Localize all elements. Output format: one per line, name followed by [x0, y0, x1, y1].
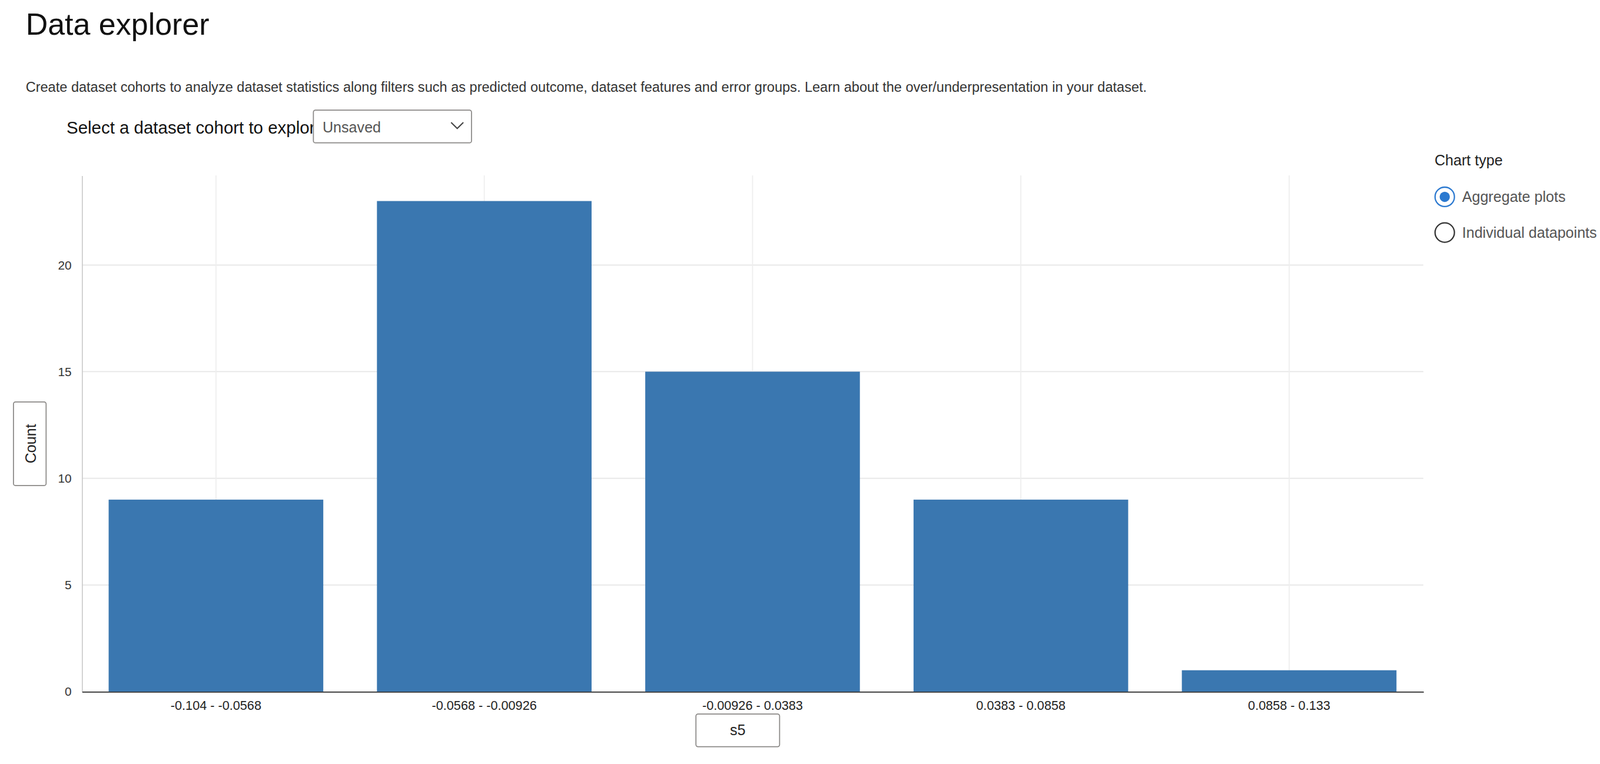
dropdown-chevron[interactable]	[450, 122, 464, 129]
x-tick: -0.00926 - 0.0383	[702, 691, 803, 713]
x-tick-label: 0.0383 - 0.0858	[976, 698, 1066, 713]
x-tick: 0.0858 - 0.133	[1247, 691, 1331, 713]
y-axis-title[interactable]: Count	[22, 423, 39, 464]
x-tick-label: 0.0858 - 0.133	[1247, 698, 1331, 713]
x-axis-title[interactable]: s5	[729, 721, 746, 739]
y-tick: 5	[64, 578, 82, 592]
radio-label[interactable]: Individual datapoints	[1462, 224, 1598, 241]
grid	[81, 175, 1424, 692]
x-axis: -0.104 - -0.0568 -0.0568 - -0.00926 -0.009…	[82, 691, 1424, 713]
bar[interactable]	[645, 371, 861, 692]
y-axis-line	[81, 176, 84, 693]
x-tick-label: -0.104 - -0.0568	[170, 698, 262, 713]
x-tick: -0.0568 - -0.00926	[432, 691, 537, 713]
y-tick: 10	[58, 471, 82, 486]
radio-option[interactable]: Aggregate plots	[1435, 187, 1566, 207]
bar[interactable]	[108, 499, 324, 692]
x-tick: -0.104 - -0.0568	[170, 691, 262, 713]
cohort-label: Select a dataset cohort to explore	[66, 117, 325, 138]
radio-label[interactable]: Aggregate plots	[1462, 188, 1566, 205]
x-tick: 0.0383 - 0.0858	[976, 691, 1066, 713]
y-tick-label: 10	[58, 471, 72, 486]
x-axis-line	[82, 691, 1424, 693]
radio-circle[interactable]	[1435, 223, 1455, 243]
radio-circle[interactable]	[1435, 187, 1455, 207]
y-axis-title-box[interactable]	[13, 402, 46, 486]
x-axis-title-button[interactable]: s5	[695, 714, 780, 747]
page-title: Data explorer	[25, 7, 210, 42]
y-tick-label: 0	[64, 684, 72, 699]
cohort-dropdown[interactable]: Unsaved	[313, 110, 472, 143]
dropdown-value[interactable]: Unsaved	[322, 118, 381, 136]
dropdown-box[interactable]	[313, 110, 472, 143]
x-tick-label: -0.0568 - -0.00926	[432, 698, 537, 713]
bar[interactable]	[913, 499, 1129, 692]
radio-option[interactable]: Individual datapoints	[1435, 223, 1598, 243]
bars	[108, 201, 1397, 692]
y-tick: 20	[58, 258, 82, 272]
bar[interactable]	[376, 201, 592, 692]
y-tick-label: 20	[58, 258, 72, 272]
y-tick-label: 15	[58, 364, 72, 379]
y-axis: 0 5 10 15 20	[58, 176, 83, 699]
y-axis-title-button[interactable]: Count	[13, 402, 46, 486]
y-tick: 0	[64, 684, 82, 699]
x-axis-title-box[interactable]	[695, 714, 780, 747]
y-tick-label: 5	[64, 578, 72, 592]
y-tick: 15	[58, 364, 82, 379]
radio-dot[interactable]	[1439, 191, 1450, 202]
chart-type-label: Chart type	[1434, 151, 1503, 169]
page-description: Create dataset cohorts to analyze datase…	[25, 79, 1148, 95]
x-tick-label: -0.00926 - 0.0383	[702, 698, 803, 713]
x-grid-line	[1288, 175, 1290, 692]
bar[interactable]	[1182, 670, 1397, 692]
